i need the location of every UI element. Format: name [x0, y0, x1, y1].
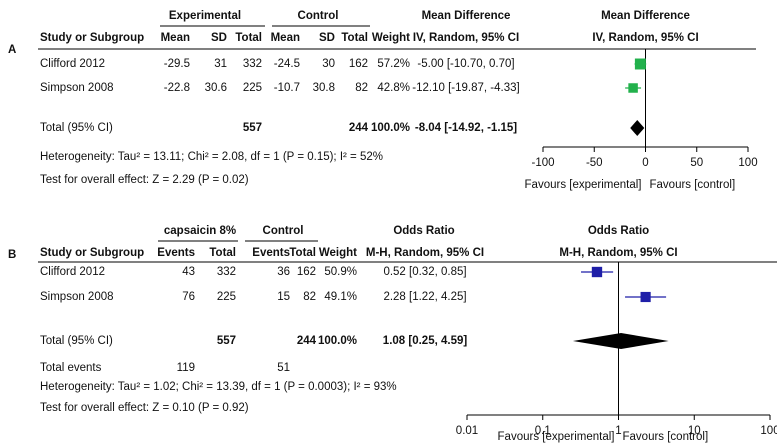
table-cell: 162: [349, 58, 368, 70]
table-cell: 100.0%: [371, 122, 410, 134]
panel-label: B: [8, 249, 16, 261]
table-cell: 30.8: [313, 82, 335, 94]
table-cell: -8.04 [-14.92, -1.15]: [415, 122, 517, 134]
column-header: Weight: [372, 32, 410, 44]
note: Heterogeneity: Tau² = 13.11; Chi² = 2.08…: [40, 151, 383, 163]
table-cell: 82: [355, 82, 368, 94]
table-cell: -24.5: [274, 58, 300, 70]
table-cell: 162: [297, 266, 316, 278]
table-cell: -10.7: [274, 82, 300, 94]
group-header: Mean Difference: [422, 10, 511, 22]
column-header: Total: [235, 32, 262, 44]
table-cell: -29.5: [164, 58, 190, 70]
favours-label: Favours [experimental]: [498, 431, 615, 443]
total-diamond: [630, 120, 645, 136]
column-header: Events: [252, 247, 290, 259]
table-cell: 225: [243, 82, 262, 94]
x-tick-label: -50: [586, 157, 603, 169]
study-square: [640, 291, 651, 303]
table-cell: 15: [277, 291, 290, 303]
column-header: Study or Subgroup: [40, 32, 144, 44]
table-cell: Total events: [40, 362, 102, 374]
table-cell: Clifford 2012: [40, 266, 105, 278]
table-cell: -5.00 [-10.70, 0.70]: [417, 58, 514, 70]
table-cell: 42.8%: [377, 82, 410, 94]
column-header: Events: [157, 247, 195, 259]
table-cell: 30: [322, 58, 335, 70]
table-cell: 49.1%: [324, 291, 357, 303]
table-cell: 31: [214, 58, 227, 70]
x-tick-label: 100: [760, 425, 777, 437]
group-header: Experimental: [169, 10, 241, 22]
table-cell: 332: [243, 58, 262, 70]
table-cell: Simpson 2008: [40, 291, 114, 303]
x-tick-label: 10: [688, 425, 701, 437]
table-cell: Total (95% CI): [40, 335, 113, 347]
table-cell: -12.10 [-19.87, -4.33]: [412, 82, 519, 94]
study-square: [628, 83, 638, 93]
table-cell: 225: [217, 291, 236, 303]
table-cell: 244: [349, 122, 369, 134]
table-cell: 557: [217, 335, 236, 347]
table-cell: 2.28 [1.22, 4.25]: [383, 291, 466, 303]
group-header: capsaicin 8%: [164, 225, 236, 237]
plot-title: Mean Difference: [601, 10, 690, 22]
table-cell: 1.08 [0.25, 4.59]: [383, 335, 468, 347]
note: Test for overall effect: Z = 2.29 (P = 0…: [40, 174, 249, 186]
favours-label: Favours [control]: [650, 179, 736, 191]
x-tick-label: 100: [738, 157, 757, 169]
table-cell: Clifford 2012: [40, 58, 105, 70]
table-cell: 51: [277, 362, 290, 374]
table-cell: 76: [182, 291, 195, 303]
table-cell: 43: [182, 266, 195, 278]
plot-subtitle: IV, Random, 95% CI: [592, 32, 698, 44]
table-cell: 557: [243, 122, 262, 134]
x-tick-label: 0.1: [535, 425, 551, 437]
favours-label: Favours [control]: [623, 431, 709, 443]
column-header: Total: [209, 247, 236, 259]
column-header: Mean: [161, 32, 190, 44]
group-header: Control: [263, 225, 304, 237]
x-tick-label: 50: [690, 157, 703, 169]
table-cell: 244: [297, 335, 317, 347]
table-cell: 119: [177, 362, 195, 374]
plot-title: Odds Ratio: [588, 225, 649, 237]
column-header: Study or Subgroup: [40, 247, 144, 259]
column-header: SD: [211, 32, 227, 44]
table-cell: 0.52 [0.32, 0.85]: [383, 266, 466, 278]
column-header: Total: [289, 247, 316, 259]
study-square: [634, 58, 646, 70]
x-tick-label: 1: [615, 425, 621, 437]
study-square: [591, 266, 603, 278]
panel-label: A: [8, 44, 16, 56]
group-header: Odds Ratio: [393, 225, 454, 237]
column-header: IV, Random, 95% CI: [413, 32, 519, 44]
x-tick-label: 0.01: [456, 425, 478, 437]
table-cell: 100.0%: [318, 335, 357, 347]
plot-subtitle: M-H, Random, 95% CI: [559, 247, 677, 259]
table-cell: 30.6: [205, 82, 227, 94]
table-cell: 332: [217, 266, 236, 278]
column-header: Mean: [271, 32, 300, 44]
table-cell: Simpson 2008: [40, 82, 114, 94]
table-cell: -22.8: [164, 82, 190, 94]
table-cell: 50.9%: [324, 266, 357, 278]
x-tick-label: 0: [642, 157, 648, 169]
note: Heterogeneity: Tau² = 1.02; Chi² = 13.39…: [40, 381, 397, 393]
table-cell: 82: [303, 291, 316, 303]
column-header: Total: [341, 32, 368, 44]
column-header: M-H, Random, 95% CI: [366, 247, 484, 259]
favours-label: Favours [experimental]: [525, 179, 642, 191]
table-cell: 36: [277, 266, 290, 278]
group-header: Control: [298, 10, 339, 22]
table-cell: 57.2%: [377, 58, 410, 70]
column-header: SD: [319, 32, 335, 44]
note: Test for overall effect: Z = 0.10 (P = 0…: [40, 402, 249, 414]
column-header: Weight: [319, 247, 357, 259]
table-cell: Total (95% CI): [40, 122, 113, 134]
total-diamond: [572, 333, 669, 349]
x-tick-label: -100: [531, 157, 554, 169]
